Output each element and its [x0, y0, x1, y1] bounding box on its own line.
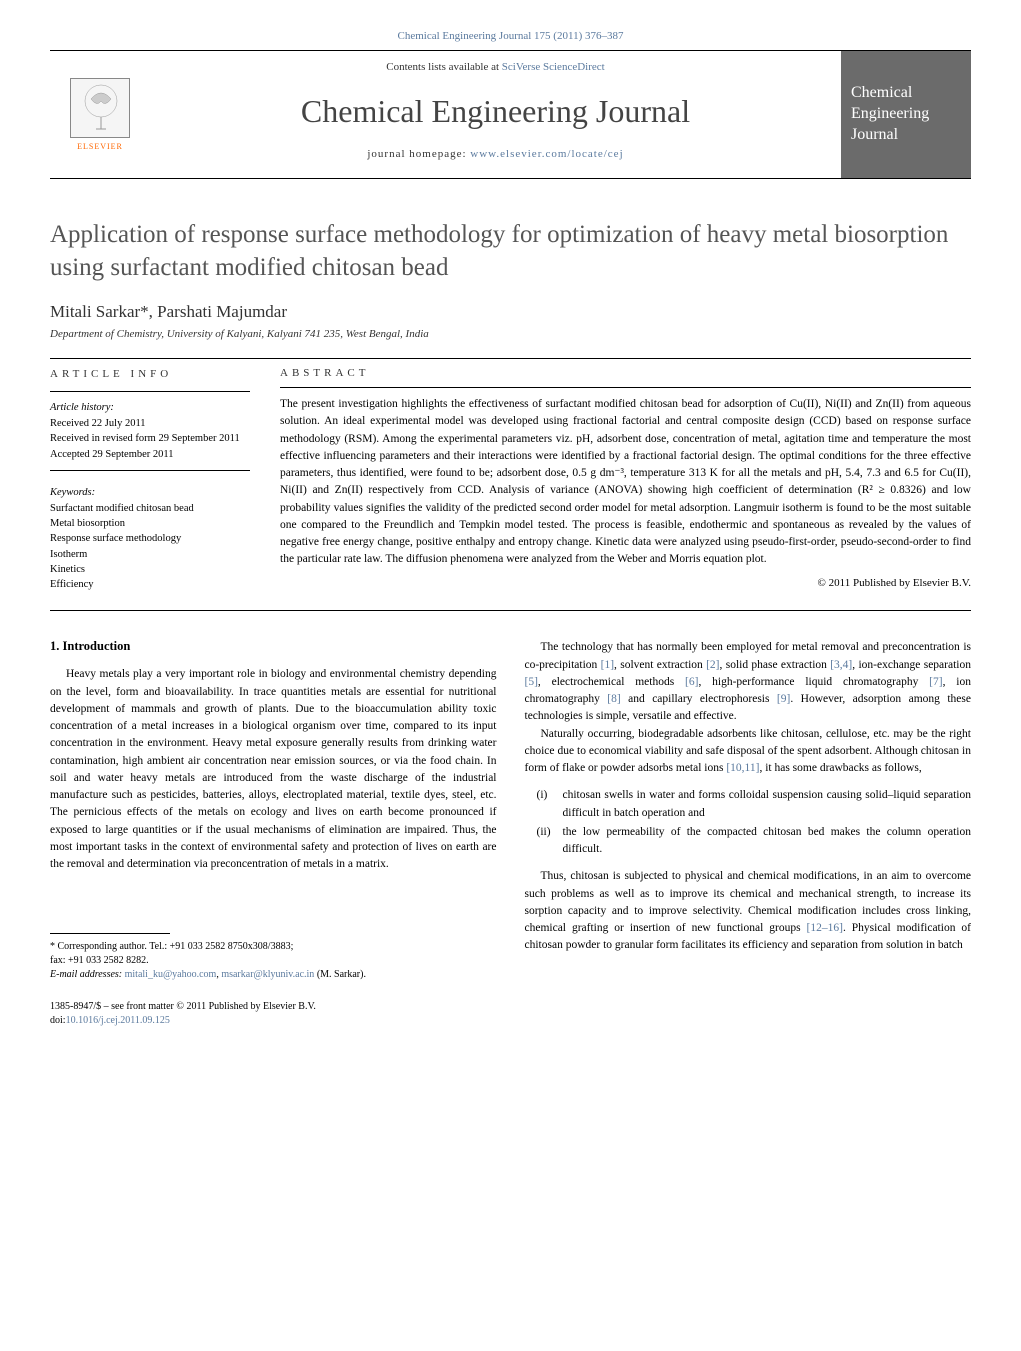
p2e: , high-performance liquid chromatography [698, 676, 929, 688]
keywords-block: Keywords: Surfactant modified chitosan b… [50, 485, 250, 593]
cite-1[interactable]: [1] [601, 659, 614, 671]
footnote-rule [50, 933, 170, 934]
journal-reference: Chemical Engineering Journal 175 (2011) … [50, 30, 971, 42]
left-column: 1. Introduction Heavy metals play a very… [50, 639, 497, 1028]
revised-date: Received in revised form 29 September 20… [50, 431, 250, 446]
cite-2[interactable]: [2] [706, 659, 719, 671]
issn-line: 1385-8947/$ – see front matter © 2011 Pu… [50, 1000, 497, 1014]
received-date: Received 22 July 2011 [50, 416, 250, 431]
journal-banner: ELSEVIER Contents lists available at Sci… [50, 50, 971, 179]
affiliation: Department of Chemistry, University of K… [50, 328, 971, 340]
keywords-label: Keywords: [50, 485, 250, 500]
list-marker: (i) [537, 787, 563, 822]
elsevier-logo: ELSEVIER [60, 78, 140, 168]
p2a: , solvent extraction [614, 659, 706, 671]
author-list: Mitali Sarkar*, Parshati Majumdar [50, 302, 971, 322]
abstract-text: The present investigation highlights the… [280, 396, 971, 569]
abstract-divider [280, 387, 971, 388]
divider [50, 358, 971, 359]
body-divider [50, 610, 971, 611]
article-info-column: article info Article history: Received 2… [50, 367, 250, 592]
p2b: , solid phase extraction [720, 659, 831, 671]
abstract-copyright: © 2011 Published by Elsevier B.V. [280, 577, 971, 589]
contents-line: Contents lists available at SciVerse Sci… [150, 61, 841, 73]
cite-7[interactable]: [7] [929, 676, 942, 688]
cite-8[interactable]: [8] [607, 693, 620, 705]
p2g: and capillary electrophoresis [621, 693, 777, 705]
email-suffix: (M. Sarkar). [314, 969, 366, 980]
cite-34[interactable]: [3,4] [830, 659, 852, 671]
corresponding-author: * Corresponding author. Tel.: +91 033 25… [50, 940, 497, 982]
cite-1216[interactable]: [12–16] [807, 922, 843, 934]
email-link-2[interactable]: msarkar@klyuniv.ac.in [221, 969, 314, 980]
sciencedirect-link[interactable]: SciVerse ScienceDirect [502, 61, 605, 73]
abstract-label: abstract [280, 367, 971, 379]
info-divider-2 [50, 470, 250, 471]
journal-cover: Chemical Engineering Journal [841, 51, 971, 178]
doi-link[interactable]: 10.1016/j.cej.2011.09.125 [66, 1015, 170, 1026]
p3-post: , it has some drawbacks as follows, [759, 762, 921, 774]
article-title: Application of response surface methodol… [50, 219, 971, 284]
doi-prefix: doi: [50, 1015, 66, 1026]
page-footer: 1385-8947/$ – see front matter © 2011 Pu… [50, 1000, 497, 1028]
p2c: , ion-exchange separation [852, 659, 971, 671]
journal-title: Chemical Engineering Journal [150, 93, 841, 130]
right-column: The technology that has normally been em… [525, 639, 972, 1028]
list-marker: (ii) [537, 824, 563, 859]
keyword: Response surface methodology [50, 531, 250, 546]
contents-prefix: Contents lists available at [386, 61, 501, 73]
doi-line: doi:10.1016/j.cej.2011.09.125 [50, 1014, 497, 1028]
fax-line: fax: +91 033 2582 8282. [50, 954, 497, 968]
list-item: (ii) the low permeability of the compact… [537, 824, 972, 859]
email-line: E-mail addresses: mitali_ku@yahoo.com, m… [50, 968, 497, 982]
list-item: (i) chitosan swells in water and forms c… [537, 787, 972, 822]
intro-paragraph-2: The technology that has normally been em… [525, 639, 972, 725]
elsevier-tree-icon [70, 78, 130, 138]
homepage-link[interactable]: www.elsevier.com/locate/cej [470, 148, 623, 160]
cover-text: Chemical Engineering Journal [851, 83, 961, 145]
cite-6[interactable]: [6] [685, 676, 698, 688]
email-link-1[interactable]: mitali_ku@yahoo.com [125, 969, 217, 980]
body-columns: 1. Introduction Heavy metals play a very… [50, 639, 971, 1028]
keyword: Isotherm [50, 547, 250, 562]
corr-line: * Corresponding author. Tel.: +91 033 25… [50, 940, 497, 954]
publisher-logo-area: ELSEVIER [50, 51, 150, 178]
keyword: Metal biosorption [50, 516, 250, 531]
meta-columns: article info Article history: Received 2… [50, 367, 971, 592]
elsevier-label: ELSEVIER [77, 142, 123, 151]
cite-1011[interactable]: [10,11] [726, 762, 759, 774]
keyword: Kinetics [50, 562, 250, 577]
list-text: the low permeability of the compacted ch… [563, 824, 972, 859]
homepage-prefix: journal homepage: [367, 148, 470, 160]
banner-center: Contents lists available at SciVerse Sci… [150, 51, 841, 178]
intro-paragraph-1: Heavy metals play a very important role … [50, 666, 497, 873]
keyword: Efficiency [50, 577, 250, 592]
cite-9[interactable]: [9] [777, 693, 790, 705]
homepage-line: journal homepage: www.elsevier.com/locat… [150, 148, 841, 160]
history-label: Article history: [50, 400, 250, 415]
abstract-column: abstract The present investigation highl… [280, 367, 971, 592]
info-divider [50, 391, 250, 392]
drawback-list: (i) chitosan swells in water and forms c… [537, 787, 972, 858]
article-info-label: article info [50, 367, 250, 383]
list-text: chitosan swells in water and forms collo… [563, 787, 972, 822]
p2d: , electrochemical methods [538, 676, 685, 688]
keyword: Surfactant modified chitosan bead [50, 501, 250, 516]
intro-heading: 1. Introduction [50, 639, 497, 654]
intro-paragraph-3: Naturally occurring, biodegradable adsor… [525, 726, 972, 778]
accepted-date: Accepted 29 September 2011 [50, 447, 250, 462]
intro-paragraph-4: Thus, chitosan is subjected to physical … [525, 868, 972, 954]
cite-5[interactable]: [5] [525, 676, 538, 688]
email-label: E-mail addresses: [50, 969, 125, 980]
